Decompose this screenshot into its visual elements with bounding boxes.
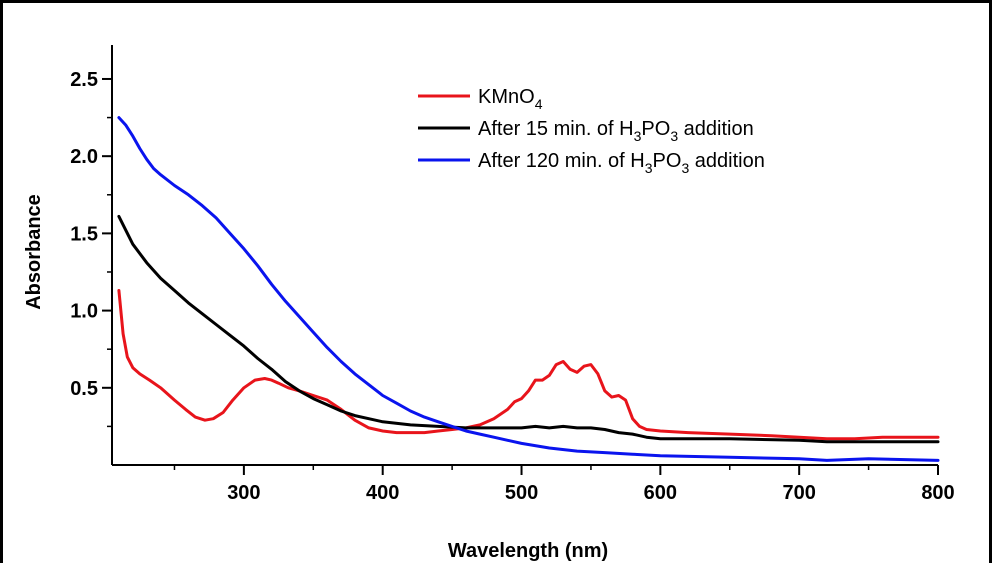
- series-line-2: [117, 214, 940, 444]
- x-tick-label: 300: [227, 482, 260, 504]
- series-line-1: [117, 289, 940, 441]
- x-tick-label: 400: [366, 482, 399, 504]
- x-axis-title: Wavelength (nm): [448, 540, 608, 562]
- y-tick-label: 2.5: [70, 69, 98, 91]
- x-tick-label: 500: [505, 482, 538, 504]
- y-tick-label: 1.0: [70, 301, 98, 323]
- legend-label-2: After 15 min. of H3PO3 addition: [478, 118, 754, 144]
- y-tick-label: 0.5: [70, 378, 98, 400]
- legend-label-1: KMnO4: [478, 86, 543, 112]
- plot-area: 300 400 500 600 700 800 0.5 1.0 1.5 2.0 2.5: [70, 45, 955, 504]
- y-tick-label: 1.5: [70, 223, 98, 245]
- x-tick-label: 600: [644, 482, 677, 504]
- legend: KMnO4 After 15 min. of H3PO3 addition Afte…: [418, 86, 765, 176]
- y-tick-label: 2.0: [70, 146, 98, 168]
- legend-label-3: After 120 min. of H3PO3 addition: [478, 150, 765, 176]
- x-tick-label: 800: [921, 482, 954, 504]
- x-tick-label: 700: [782, 482, 815, 504]
- y-axis-title: Absorbance: [23, 194, 45, 310]
- series-line-3: [117, 116, 940, 462]
